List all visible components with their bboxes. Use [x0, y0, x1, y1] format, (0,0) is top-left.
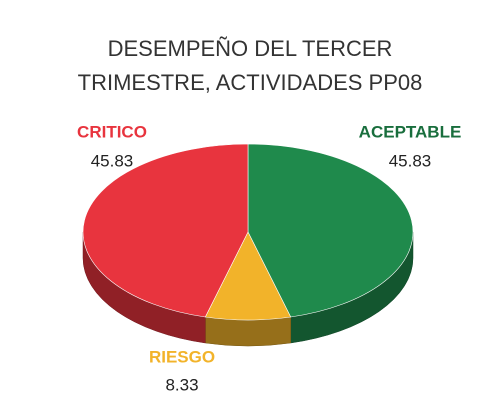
slice [247, 143, 414, 318]
slice-value: 45.83 [389, 151, 432, 170]
slice [204, 231, 292, 321]
slice-label: CRITICO [77, 122, 147, 141]
slice-value: 45.83 [91, 151, 134, 170]
slice-value: 8.33 [165, 375, 198, 394]
slice-label: RIESGO [149, 347, 215, 366]
slice [82, 143, 249, 318]
chart-title: DESEMPEÑO DEL TERCER [108, 36, 393, 61]
slice-label: ACEPTABLE [359, 122, 462, 141]
chart-title: TRIMESTRE, ACTIVIDADES PP08 [78, 70, 423, 95]
slice-side [205, 316, 291, 347]
